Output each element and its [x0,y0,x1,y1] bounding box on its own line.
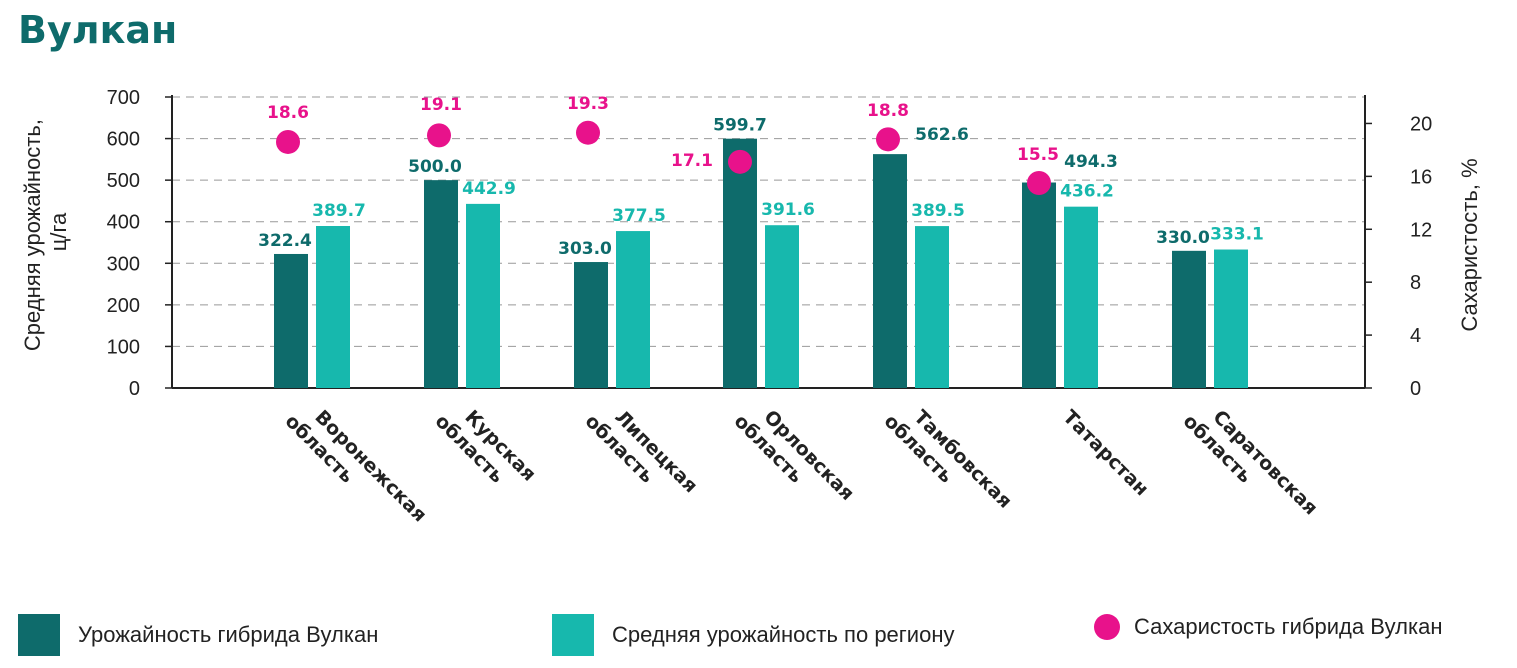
data-label-hybrid: 322.4 [258,231,312,251]
bar-hybrid [873,154,907,388]
bar-hybrid [1172,250,1206,388]
y-tick-label-right: 4 [1410,325,1421,347]
y-tick-label-left: 600 [107,129,140,151]
bar-regional [1214,249,1248,388]
y-tick-label-left: 300 [107,253,140,275]
data-label-sugar: 18.8 [867,101,909,121]
legend-swatch-hybrid [18,614,60,656]
y-tick-label-left: 700 [107,87,140,109]
y-tick-label-right: 16 [1410,166,1432,188]
bar-hybrid [1022,182,1056,388]
data-label-hybrid: 303.0 [558,239,612,259]
data-label-sugar: 19.1 [420,95,462,115]
y-tick-label-right: 20 [1410,113,1432,135]
category-label: Курскаяобласть [431,393,540,502]
data-label-sugar: 17.1 [671,151,713,171]
data-label-sugar: 19.3 [567,94,609,114]
chart-title: Вулкан [18,8,178,52]
data-label-hybrid: 599.7 [713,116,767,136]
bar-hybrid [424,180,458,388]
legend-swatch-regional [552,614,594,656]
bar-hybrid [274,253,308,388]
category-label: Воронежскаяобласть [281,393,431,543]
bar-hybrid [723,138,757,388]
legend-item-hybrid: Урожайность гибрида Вулкан [18,614,378,656]
data-label-regional: 333.1 [1210,225,1264,245]
category-label-line: Татарстан [1058,406,1152,500]
sugar-point [276,129,300,154]
sugar-point [1027,170,1051,195]
legend-label-hybrid: Урожайность гибрида Вулкан [78,622,379,647]
data-label-sugar: 18.6 [267,103,309,123]
sugar-points [276,120,1051,195]
axes: 0 100 200 300 400 500 600 700 0 4 8 12 16 20 [107,87,1433,400]
y-axis-label-right: Сахаристость, % [1457,158,1482,331]
data-label-hybrid: 562.6 [915,125,969,145]
category-label: Липецкаяобласть [581,393,702,514]
bar-hybrid [574,262,608,388]
data-label-hybrid: 494.3 [1064,152,1118,172]
bar-regional [616,231,650,388]
data-label-regional: 389.5 [911,201,965,221]
sugar-point [427,123,451,148]
category-label: Орловскаяобласть [730,393,859,522]
sugar-point [576,120,600,145]
y-tick-label-left: 100 [107,336,140,358]
y-tick-label-left: 0 [129,378,140,400]
bars [274,138,1248,388]
data-label-regional: 391.6 [761,200,815,220]
y-tick-label-right: 0 [1410,378,1421,400]
data-label-sugar: 15.5 [1017,145,1059,165]
data-label-regional: 377.5 [612,206,666,226]
sugar-point [876,127,900,152]
bar-regional [466,203,500,388]
sugar-point [728,149,752,174]
y-tick-label-left: 500 [107,170,140,192]
category-label: Тамбовскаяобласть [880,393,1016,529]
bar-regional [316,225,350,388]
data-label-regional: 389.7 [312,201,366,221]
legend-label-sugar: Сахаристость гибрида Вулкан [1134,614,1443,639]
data-label-regional: 436.2 [1060,182,1114,202]
data-label-hybrid: 500.0 [408,157,462,177]
bar-regional [1064,206,1098,388]
y-tick-label-right: 12 [1410,219,1432,241]
legend-item-regional: Средняя урожайность по региону [552,614,954,656]
bar-regional [915,226,949,388]
legend-item-sugar: Сахаристость гибрида Вулкан [1094,614,1443,640]
y-tick-label-left: 200 [107,295,140,317]
data-label-regional: 442.9 [462,179,516,199]
gridlines [172,96,1365,347]
category-label: Татарстан [1058,406,1152,500]
bar-regional [765,225,799,388]
y-tick-label-right: 8 [1410,272,1421,294]
y-tick-label-left: 400 [107,212,140,234]
y-axis-label-left: Средняя урожайность, ц/га [20,113,71,351]
category-label: Саратовскаяобласть [1179,393,1322,536]
legend-label-regional: Средняя урожайность по региону [612,622,955,647]
category-labels: Воронежскаяобласть Курскаяобласть Липецкая… [281,393,1322,543]
data-label-hybrid: 330.0 [1156,228,1210,248]
legend-marker-sugar [1094,614,1120,640]
